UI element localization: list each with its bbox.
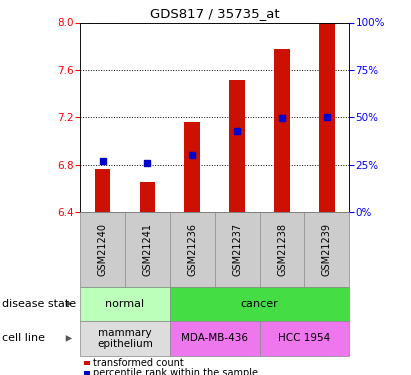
Text: percentile rank within the sample: percentile rank within the sample bbox=[93, 369, 258, 375]
Text: transformed count: transformed count bbox=[93, 358, 184, 368]
Title: GDS817 / 35735_at: GDS817 / 35735_at bbox=[150, 7, 279, 20]
Text: cancer: cancer bbox=[241, 299, 279, 309]
Bar bbox=[229, 81, 245, 212]
Text: GSM21238: GSM21238 bbox=[277, 223, 287, 276]
Bar bbox=[319, 22, 335, 212]
Bar bbox=[185, 122, 200, 212]
Text: disease state: disease state bbox=[2, 299, 76, 309]
Text: MDA-MB-436: MDA-MB-436 bbox=[181, 333, 248, 344]
Text: GSM21236: GSM21236 bbox=[187, 223, 197, 276]
Text: normal: normal bbox=[106, 299, 145, 309]
Text: GSM21240: GSM21240 bbox=[97, 223, 108, 276]
Bar bbox=[95, 169, 111, 212]
Text: HCC 1954: HCC 1954 bbox=[278, 333, 330, 344]
Bar bbox=[274, 48, 290, 212]
Text: GSM21239: GSM21239 bbox=[322, 223, 332, 276]
Text: GSM21237: GSM21237 bbox=[232, 223, 242, 276]
Bar bbox=[140, 182, 155, 212]
Text: mammary
epithelium: mammary epithelium bbox=[97, 328, 153, 349]
Text: GSM21241: GSM21241 bbox=[143, 223, 152, 276]
Text: cell line: cell line bbox=[2, 333, 45, 344]
